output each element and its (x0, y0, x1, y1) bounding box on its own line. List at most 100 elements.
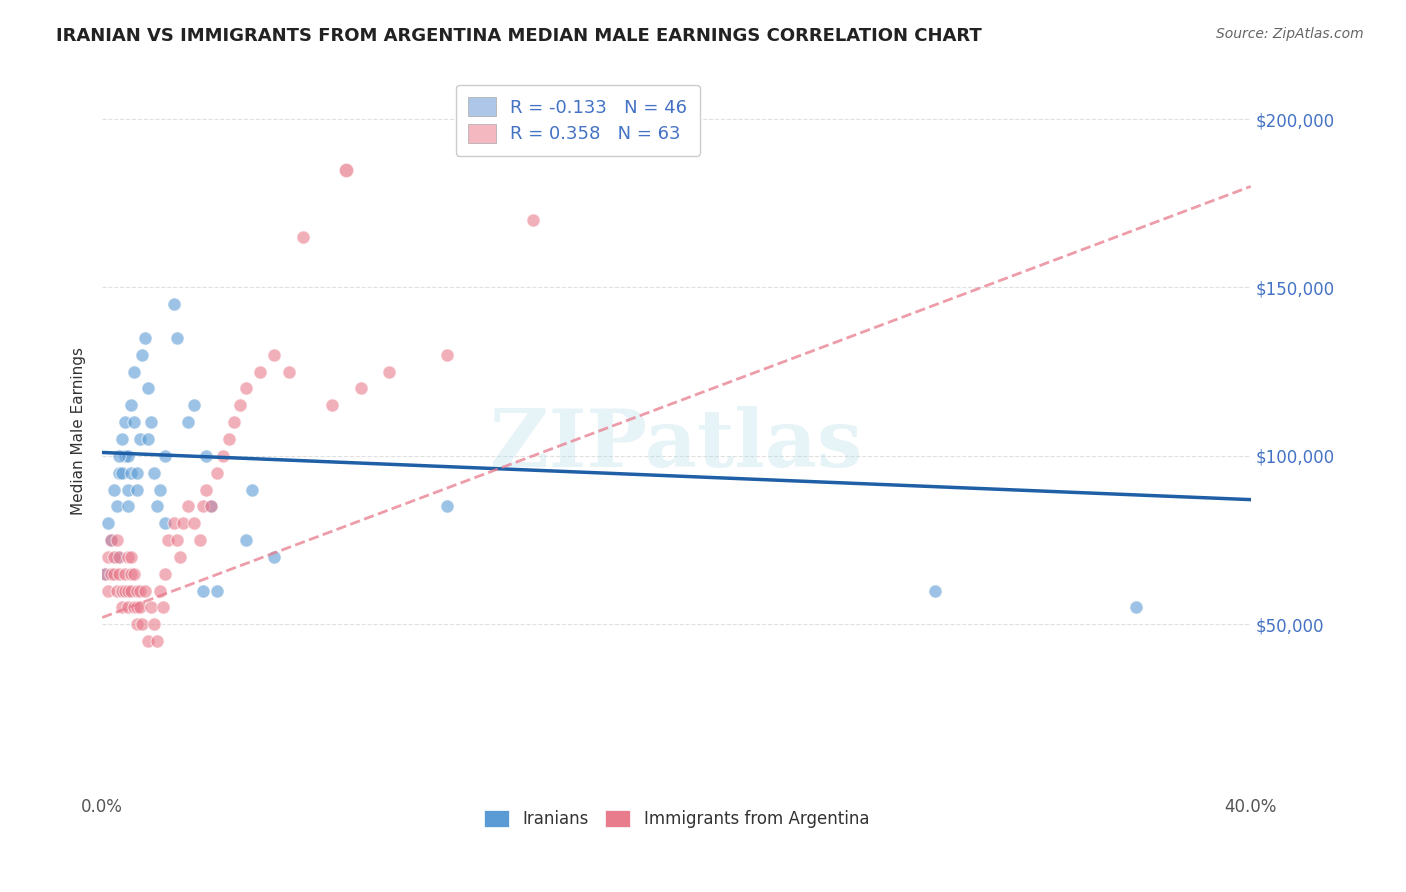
Point (117, 583, 139, 598)
Point (114, 415, 136, 429)
Point (94, 566, 117, 581)
Point (149, 583, 172, 598)
Point (120, 466, 142, 480)
Point (117, 483, 139, 497)
Point (436, 500, 458, 514)
Point (1125, 600, 1147, 615)
Point (155, 449, 177, 463)
Point (194, 449, 217, 463)
Point (100, 533, 122, 547)
Point (122, 600, 145, 615)
Point (131, 617, 153, 632)
Point (97, 516, 120, 531)
Point (378, 365, 401, 379)
Text: Source: ZipAtlas.com: Source: ZipAtlas.com (1216, 27, 1364, 41)
Point (136, 382, 159, 396)
Point (128, 583, 150, 598)
Point (117, 600, 139, 615)
Point (114, 566, 136, 581)
Point (166, 533, 188, 547)
Point (166, 331, 188, 345)
Point (108, 549, 131, 564)
Point (134, 331, 156, 345)
Point (292, 230, 315, 244)
Point (134, 583, 156, 598)
Point (94, 566, 117, 581)
Point (349, 382, 371, 396)
Point (100, 566, 122, 581)
Point (142, 466, 165, 480)
Point (120, 566, 142, 581)
Point (163, 516, 186, 531)
Point (122, 566, 145, 581)
Point (249, 365, 271, 379)
Point (522, 213, 544, 227)
Point (211, 449, 233, 463)
Point (142, 617, 165, 632)
Point (111, 466, 134, 480)
Point (205, 466, 228, 480)
Point (240, 483, 263, 497)
Point (105, 533, 128, 547)
Point (229, 398, 252, 412)
Point (169, 549, 191, 564)
Point (277, 365, 299, 379)
Point (103, 483, 125, 497)
Point (111, 600, 134, 615)
Point (105, 549, 128, 564)
Point (194, 483, 217, 497)
Point (200, 500, 222, 514)
Point (128, 432, 150, 446)
Point (103, 566, 125, 581)
Point (105, 583, 128, 598)
Point (172, 516, 194, 531)
Y-axis label: Median Male Earnings: Median Male Earnings (72, 347, 86, 515)
Point (235, 533, 257, 547)
Point (263, 549, 285, 564)
Point (152, 600, 174, 615)
Point (200, 500, 222, 514)
Point (125, 583, 148, 598)
Point (125, 617, 148, 632)
Point (114, 449, 136, 463)
Point (122, 365, 145, 379)
Point (183, 398, 205, 412)
Point (183, 516, 205, 531)
Point (97, 549, 120, 564)
Point (139, 600, 162, 615)
Point (120, 549, 142, 564)
Point (218, 432, 240, 446)
Point (128, 600, 150, 615)
Point (188, 533, 211, 547)
Point (436, 348, 458, 362)
Point (117, 500, 139, 514)
Point (105, 500, 128, 514)
Point (122, 415, 145, 429)
Point (155, 566, 177, 581)
Point (125, 600, 148, 615)
Point (205, 583, 228, 598)
Point (125, 466, 148, 480)
Point (120, 583, 142, 598)
Point (131, 348, 153, 362)
Point (117, 549, 139, 564)
Point (120, 398, 142, 412)
Point (191, 500, 214, 514)
Point (321, 398, 343, 412)
Point (157, 533, 180, 547)
Point (139, 415, 162, 429)
Point (924, 583, 946, 598)
Point (108, 449, 131, 463)
Point (117, 449, 139, 463)
Point (235, 382, 257, 396)
Point (191, 583, 214, 598)
Point (177, 415, 200, 429)
Text: ZIPatlas: ZIPatlas (491, 406, 863, 484)
Point (149, 483, 172, 497)
Point (111, 432, 134, 446)
Point (145, 634, 167, 648)
Point (263, 348, 285, 362)
Point (114, 583, 136, 598)
Point (224, 415, 246, 429)
Point (103, 549, 125, 564)
